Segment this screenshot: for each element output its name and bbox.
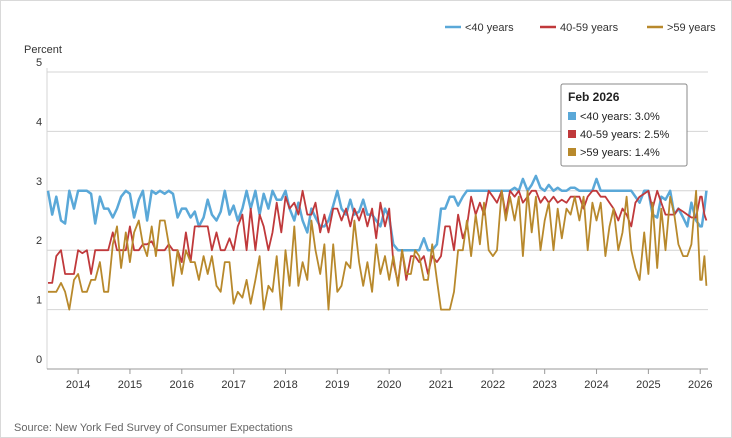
y-tick-label: 3: [36, 176, 42, 188]
tooltip-box: [560, 83, 688, 167]
tooltip-row-over-59: >59 years: 1.4%: [580, 147, 660, 159]
y-tick-label: 4: [36, 116, 42, 128]
series-line-2[interactable]: [48, 189, 708, 311]
x-tick-label: 2014: [66, 379, 90, 391]
x-tick-label: 2025: [636, 379, 660, 391]
x-tick-label: 2023: [532, 379, 556, 391]
x-axis: 2014 2015 2016 2017 2018 2019 2020 2021 2022 2023…: [47, 368, 712, 391]
legend-label: <40 years: [465, 22, 514, 34]
y-axis-label: Percent: [24, 44, 62, 56]
y-axis-ticks: 0 1 2 3 4 5: [36, 57, 42, 366]
legend-item-1[interactable]: 40-59 years: [540, 22, 619, 34]
x-tick-label: 2015: [118, 379, 142, 391]
legend-label: 40-59 years: [560, 22, 619, 34]
legend-label: >59 years: [667, 22, 716, 34]
x-tick-label: 2017: [221, 379, 245, 391]
x-tick-label: 2024: [584, 379, 608, 391]
x-tick-label: 2018: [273, 379, 297, 391]
x-tick-label: 2022: [481, 379, 505, 391]
y-tick-label: 1: [36, 295, 42, 307]
tooltip-swatch-over-59: [568, 148, 576, 156]
y-tick-label: 2: [36, 235, 42, 247]
series-line-1[interactable]: [48, 189, 708, 284]
source-note: Source: New York Fed Survey of Consumer …: [14, 422, 293, 434]
tooltip-swatch-40-59: [568, 130, 576, 138]
tooltip-swatch-under-40: [568, 112, 576, 120]
tooltip-row-under-40: <40 years: 3.0%: [580, 111, 660, 123]
x-tick-label: 2026: [688, 379, 712, 391]
legend-item-2[interactable]: >59 years: [647, 22, 716, 34]
legend[interactable]: <40 years 40-59 years >59 years: [445, 22, 716, 34]
tooltip: Feb 2026 <40 years: 3.0% 40-59 years: 2.…: [560, 83, 688, 167]
y-tick-label: 0: [36, 354, 42, 366]
series-lines: [46, 174, 708, 311]
x-tick-label: 2020: [377, 379, 401, 391]
x-tick-label: 2019: [325, 379, 349, 391]
legend-item-0[interactable]: <40 years: [445, 22, 514, 34]
tooltip-row-40-59: 40-59 years: 2.5%: [580, 129, 669, 141]
x-tick-label: 2016: [170, 379, 194, 391]
series-line-0[interactable]: [46, 174, 708, 252]
y-tick-label: 5: [36, 57, 42, 69]
tooltip-title: Feb 2026: [568, 90, 620, 104]
x-tick-label: 2021: [429, 379, 453, 391]
